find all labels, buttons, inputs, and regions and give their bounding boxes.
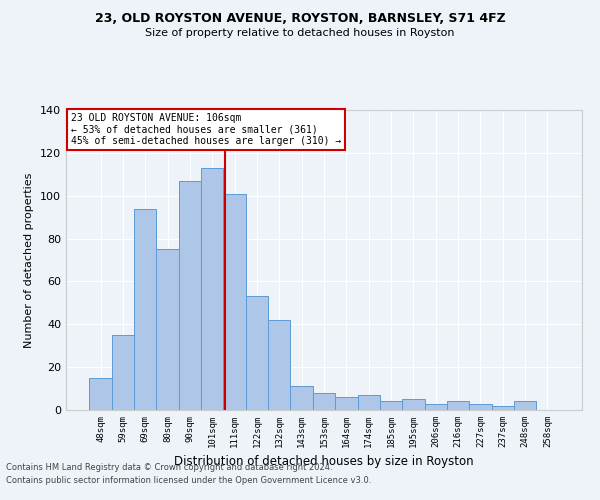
- Text: 23 OLD ROYSTON AVENUE: 106sqm
← 53% of detached houses are smaller (361)
45% of : 23 OLD ROYSTON AVENUE: 106sqm ← 53% of d…: [71, 113, 341, 146]
- Bar: [514, 402, 536, 410]
- Bar: [290, 386, 313, 410]
- Text: Contains public sector information licensed under the Open Government Licence v3: Contains public sector information licen…: [6, 476, 371, 485]
- Y-axis label: Number of detached properties: Number of detached properties: [25, 172, 34, 348]
- Bar: [335, 397, 358, 410]
- Bar: [89, 378, 112, 410]
- Bar: [112, 335, 134, 410]
- Bar: [447, 402, 469, 410]
- Bar: [425, 404, 447, 410]
- Bar: [157, 250, 179, 410]
- Text: Size of property relative to detached houses in Royston: Size of property relative to detached ho…: [145, 28, 455, 38]
- Text: Contains HM Land Registry data © Crown copyright and database right 2024.: Contains HM Land Registry data © Crown c…: [6, 464, 332, 472]
- Bar: [358, 395, 380, 410]
- Bar: [313, 393, 335, 410]
- Bar: [268, 320, 290, 410]
- Bar: [134, 208, 157, 410]
- Bar: [201, 168, 223, 410]
- Bar: [402, 400, 425, 410]
- Bar: [469, 404, 491, 410]
- X-axis label: Distribution of detached houses by size in Royston: Distribution of detached houses by size …: [174, 456, 474, 468]
- Text: 23, OLD ROYSTON AVENUE, ROYSTON, BARNSLEY, S71 4FZ: 23, OLD ROYSTON AVENUE, ROYSTON, BARNSLE…: [95, 12, 505, 26]
- Bar: [246, 296, 268, 410]
- Bar: [491, 406, 514, 410]
- Bar: [380, 402, 402, 410]
- Bar: [223, 194, 246, 410]
- Bar: [179, 180, 201, 410]
